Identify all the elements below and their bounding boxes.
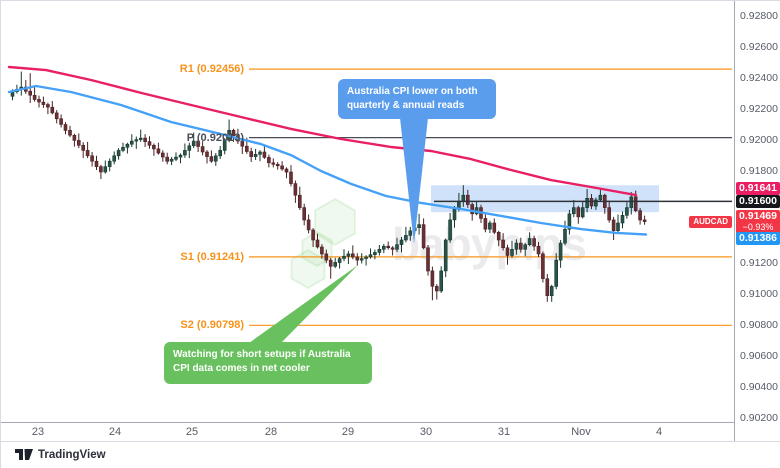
price-axis[interactable]: 0.91641 0.91600 0.91469 −0.93% 0.91386 0… (734, 1, 780, 441)
chart-canvas[interactable]: babypips R1 (0.92456) P (0.92013) S1 (0.… (1, 1, 734, 422)
time-axis-tick: 23 (31, 426, 45, 438)
pivot-label-p: P (0.92013) (186, 131, 244, 144)
price-axis-tick: 0.90800 (740, 319, 778, 331)
footer: TradingView (1, 441, 780, 468)
candlestick-plot (7, 65, 732, 343)
time-axis-tick: 31 (497, 426, 511, 438)
price-axis-tick: 0.92000 (740, 133, 778, 146)
time-axis-tick: Nov (571, 426, 591, 438)
tradingview-wordmark: TradingView (38, 448, 106, 461)
callout-cpi-news[interactable]: Australia CPI lower on both quarterly & … (338, 79, 496, 119)
supply-zone[interactable] (431, 185, 659, 213)
resistance-price-label: 0.91600 (736, 195, 780, 209)
time-axis-tick: 29 (341, 426, 355, 438)
pivot-label-r1: R1 (0.92456) (179, 63, 244, 76)
price-axis-tick: 0.90200 (740, 411, 778, 424)
price-axis-tick: 0.90600 (740, 349, 778, 362)
callout-pointer-0[interactable] (400, 118, 428, 244)
time-axis-tick: 24 (108, 426, 122, 438)
ma-pink-line[interactable] (7, 65, 638, 197)
price-axis-tick: 0.92600 (740, 40, 778, 53)
price-axis-tick: 0.91200 (740, 257, 778, 270)
change-percent: −0.93% (742, 221, 774, 232)
last-price-label: 0.91469 −0.93% (736, 209, 780, 234)
pivot-label-s2: S2 (0.90798) (180, 319, 244, 332)
price-axis-tick: 0.92800 (740, 10, 778, 22)
price-axis-tick: 0.90400 (740, 380, 778, 393)
time-axis-tick: 30 (419, 426, 433, 438)
pivot-label-s1: S1 (0.91241) (180, 250, 244, 263)
candles (10, 71, 647, 302)
tradingview-logo-icon (15, 449, 33, 460)
price-axis-tick: 0.92400 (740, 71, 778, 84)
price-axis-tick: 0.92200 (740, 102, 778, 115)
callout-short-setup[interactable]: Watching for short setups if Australia C… (164, 342, 372, 384)
symbol-price-badge: AUDCAD (689, 215, 732, 228)
callout-pointer-1[interactable] (249, 265, 358, 343)
ma-blue-line[interactable] (7, 84, 648, 236)
price-axis-tick: 0.91000 (740, 288, 778, 301)
price-axis-tick: 0.91800 (740, 164, 778, 177)
ma-pink-price-label: 0.91641 (736, 182, 780, 196)
time-axis-tick: 28 (264, 426, 278, 438)
ma-blue-price-label: 0.91386 (736, 232, 780, 246)
tradingview-logo[interactable]: TradingView (15, 448, 106, 461)
last-price-value: 0.91469 (739, 209, 777, 222)
time-axis[interactable]: 23 24 25 28 29 30 31 Nov 4 (1, 422, 780, 442)
time-axis-tick: 25 (185, 426, 199, 438)
time-axis-tick: 4 (655, 426, 663, 438)
